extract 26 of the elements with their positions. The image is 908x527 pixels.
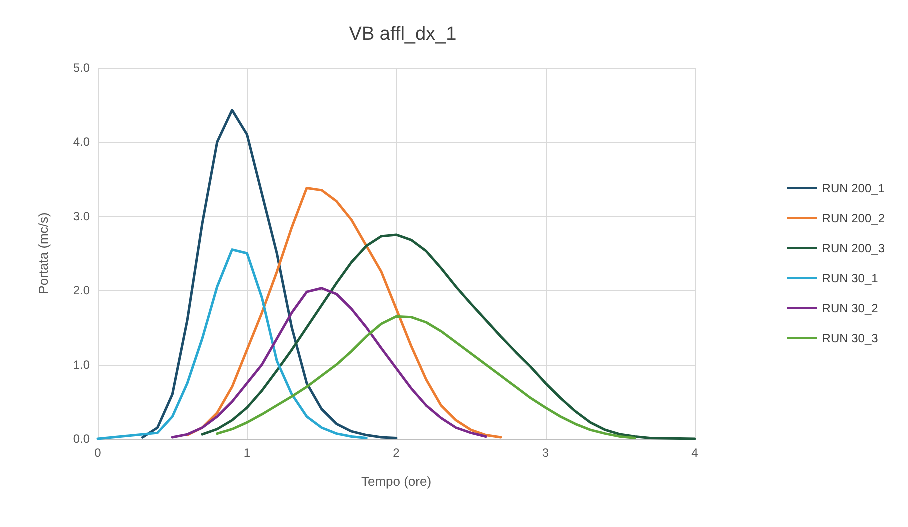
line-series <box>201 234 696 440</box>
line-series <box>142 109 398 440</box>
line-series <box>186 186 502 439</box>
y-tick-label: 4.0 <box>73 135 90 150</box>
x-tick-label: 0 <box>94 446 102 460</box>
line-series <box>96 248 368 440</box>
x-axis-title: Tempo (ore) <box>361 474 432 489</box>
y-tick-label: 5.0 <box>73 61 90 75</box>
chart-title: VB affl_dx_1 <box>349 24 457 45</box>
y-axis-title: Portata (mc/s) <box>36 212 51 294</box>
x-tick-label: 2 <box>393 446 400 460</box>
legend-label: RUN 200_1 <box>822 182 886 196</box>
y-tick-label: 2.0 <box>73 284 90 298</box>
y-tick-label: 1.0 <box>73 358 90 372</box>
x-tick-label: 4 <box>692 446 699 460</box>
x-tick-label: 3 <box>542 446 550 460</box>
y-tick-label: 3.0 <box>73 209 90 224</box>
y-tick-label: 0.0 <box>73 432 90 446</box>
x-tick-label: 1 <box>244 446 251 460</box>
legend-label: RUN 30_3 <box>822 332 879 346</box>
legend-label: RUN 30_2 <box>822 302 879 316</box>
legend-label: RUN 30_1 <box>822 272 879 286</box>
legend-label: RUN 200_2 <box>822 212 886 226</box>
line-series <box>171 287 488 439</box>
line-series <box>216 315 637 440</box>
legend-label: RUN 200_3 <box>822 242 886 256</box>
